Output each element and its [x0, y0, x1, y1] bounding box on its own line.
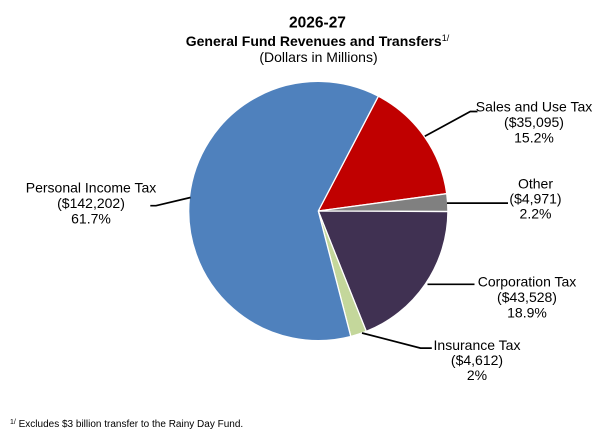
- svg-text:2.2%: 2.2%: [520, 206, 552, 222]
- svg-text:2026-27: 2026-27: [289, 15, 346, 32]
- svg-text:($35,095): ($35,095): [504, 114, 564, 130]
- svg-text:Insurance Tax: Insurance Tax: [434, 337, 521, 353]
- svg-text:($142,202): ($142,202): [57, 195, 125, 211]
- svg-text:Sales and Use Tax: Sales and Use Tax: [476, 99, 592, 115]
- svg-text:($43,528): ($43,528): [497, 289, 557, 305]
- svg-text:(Dollars in Millions): (Dollars in Millions): [259, 49, 377, 65]
- svg-text:Other: Other: [518, 176, 553, 192]
- svg-text:2%: 2%: [467, 367, 487, 383]
- svg-text:Corporation Tax: Corporation Tax: [478, 274, 577, 290]
- svg-text:61.7%: 61.7%: [71, 211, 111, 227]
- svg-text:($4,971): ($4,971): [509, 191, 561, 207]
- svg-text:18.9%: 18.9%: [507, 305, 547, 321]
- svg-text:Personal Income Tax: Personal Income Tax: [26, 180, 156, 196]
- svg-text:General Fund Revenues and Tran: General Fund Revenues and Transfers1/: [186, 33, 450, 49]
- svg-text:1/ Excludes $3 billion transfe: 1/ Excludes $3 billion transfer to the R…: [10, 419, 243, 430]
- svg-text:($4,612): ($4,612): [451, 352, 503, 368]
- svg-text:15.2%: 15.2%: [514, 130, 554, 146]
